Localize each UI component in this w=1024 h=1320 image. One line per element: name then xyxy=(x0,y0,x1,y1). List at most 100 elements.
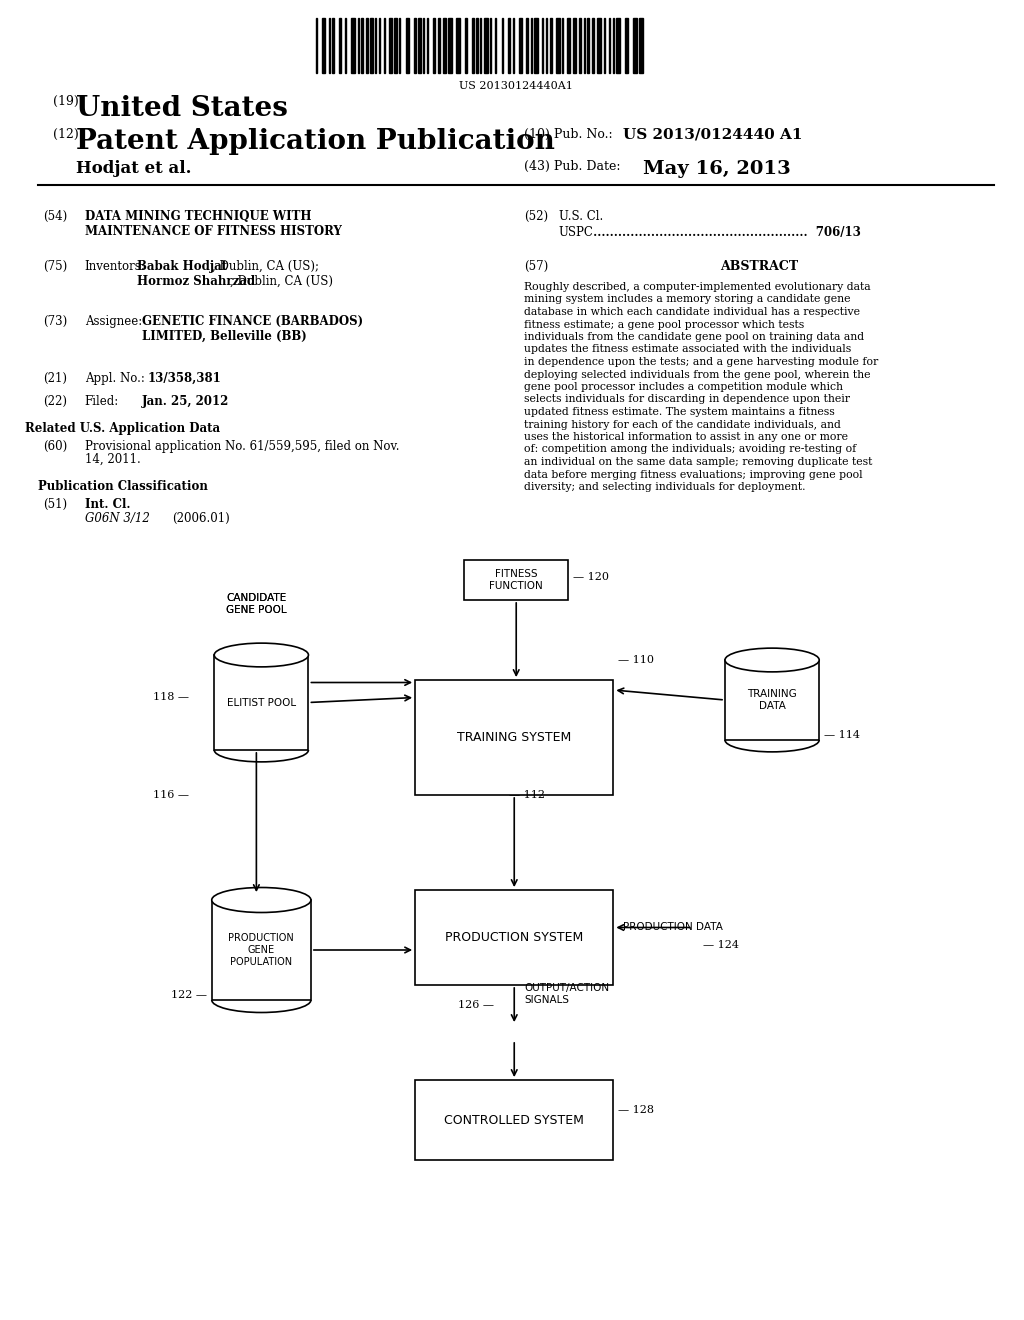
Bar xyxy=(588,18,589,73)
Text: (75): (75) xyxy=(43,260,68,273)
Bar xyxy=(415,18,416,73)
Bar xyxy=(345,18,346,73)
Text: CANDIDATE
GENE POOL: CANDIDATE GENE POOL xyxy=(226,594,287,615)
Text: Babak Hodjat: Babak Hodjat xyxy=(137,260,227,273)
Text: PRODUCTION SYSTEM: PRODUCTION SYSTEM xyxy=(445,931,584,944)
Bar xyxy=(496,18,497,73)
Text: USPC: USPC xyxy=(559,226,594,239)
Bar xyxy=(550,18,552,73)
Text: TRAINING SYSTEM: TRAINING SYSTEM xyxy=(457,731,571,744)
Bar xyxy=(351,18,355,73)
Text: — 114: — 114 xyxy=(824,730,860,741)
Text: TRAINING
DATA: TRAINING DATA xyxy=(748,689,797,710)
Text: (73): (73) xyxy=(43,315,68,327)
Bar xyxy=(214,655,308,750)
Bar xyxy=(604,18,605,73)
Bar xyxy=(480,18,481,73)
Text: (57): (57) xyxy=(524,260,549,273)
Text: updated fitness estimate. The system maintains a fitness: updated fitness estimate. The system mai… xyxy=(524,407,835,417)
Text: , Dublin, CA (US);: , Dublin, CA (US); xyxy=(212,260,318,273)
Text: database in which each candidate individual has a respective: database in which each candidate individ… xyxy=(524,308,860,317)
Text: (22): (22) xyxy=(43,395,68,408)
Bar xyxy=(612,18,614,73)
Ellipse shape xyxy=(214,643,308,667)
Text: 118 —: 118 — xyxy=(154,693,189,702)
Text: CANDIDATE
GENE POOL: CANDIDATE GENE POOL xyxy=(226,594,287,615)
Bar xyxy=(379,18,380,73)
Bar xyxy=(472,18,474,73)
Bar xyxy=(371,18,373,73)
Bar xyxy=(593,18,594,73)
Text: selects individuals for discarding in dependence upon their: selects individuals for discarding in de… xyxy=(524,395,850,404)
Bar xyxy=(633,18,637,73)
Text: 122 —: 122 — xyxy=(171,990,207,1001)
Bar xyxy=(367,18,368,73)
Text: mining system includes a memory storing a candidate gene: mining system includes a memory storing … xyxy=(524,294,851,305)
Text: PRODUCTION
GENE
POPULATION: PRODUCTION GENE POPULATION xyxy=(228,933,294,966)
Bar xyxy=(609,18,610,73)
Text: in dependence upon the tests; and a gene harvesting module for: in dependence upon the tests; and a gene… xyxy=(524,356,879,367)
Text: Jan. 25, 2012: Jan. 25, 2012 xyxy=(142,395,229,408)
Text: United States: United States xyxy=(76,95,288,121)
Bar xyxy=(415,890,613,985)
Text: (2006.01): (2006.01) xyxy=(172,512,229,525)
Text: (12): (12) xyxy=(53,128,79,141)
Ellipse shape xyxy=(212,887,311,912)
Bar xyxy=(502,18,503,73)
Text: — 128: — 128 xyxy=(618,1105,654,1115)
Bar xyxy=(626,18,628,73)
Bar xyxy=(399,18,400,73)
Text: training history for each of the candidate individuals, and: training history for each of the candida… xyxy=(524,420,841,429)
Text: 126 —: 126 — xyxy=(459,1001,495,1010)
Text: GENETIC FINANCE (BARBADOS): GENETIC FINANCE (BARBADOS) xyxy=(142,315,364,327)
Bar xyxy=(339,18,341,73)
Text: Roughly described, a computer-implemented evolutionary data: Roughly described, a computer-implemente… xyxy=(524,282,870,292)
Bar xyxy=(639,18,643,73)
Text: LIMITED, Belleville (BB): LIMITED, Belleville (BB) xyxy=(142,330,307,343)
Text: Publication Classification: Publication Classification xyxy=(38,480,208,492)
Text: (19): (19) xyxy=(53,95,79,108)
Text: CONTROLLED SYSTEM: CONTROLLED SYSTEM xyxy=(444,1114,584,1126)
Bar xyxy=(406,18,410,73)
Bar xyxy=(725,660,819,741)
Text: — 112: — 112 xyxy=(509,789,545,800)
Text: (43) Pub. Date:: (43) Pub. Date: xyxy=(524,160,621,173)
Text: Hodjat et al.: Hodjat et al. xyxy=(76,160,191,177)
Bar xyxy=(315,18,317,73)
Bar xyxy=(490,18,492,73)
Bar xyxy=(427,18,428,73)
Text: G06N 3/12: G06N 3/12 xyxy=(85,512,150,525)
Text: Filed:: Filed: xyxy=(85,395,119,408)
Bar xyxy=(508,18,510,73)
Text: Patent Application Publication: Patent Application Publication xyxy=(76,128,555,154)
Text: updates the fitness estimate associated with the individuals: updates the fitness estimate associated … xyxy=(524,345,851,355)
Bar xyxy=(389,18,391,73)
Bar xyxy=(323,18,325,73)
Text: MAINTENANCE OF FITNESS HISTORY: MAINTENANCE OF FITNESS HISTORY xyxy=(85,224,342,238)
Bar xyxy=(556,18,559,73)
Bar xyxy=(616,18,621,73)
Bar xyxy=(525,18,528,73)
Text: — 110: — 110 xyxy=(618,655,654,665)
Bar xyxy=(476,18,477,73)
Text: ABSTRACT: ABSTRACT xyxy=(720,260,799,273)
Text: of: competition among the individuals; avoiding re-testing of: of: competition among the individuals; a… xyxy=(524,445,856,454)
Text: deploying selected individuals from the gene pool, wherein the: deploying selected individuals from the … xyxy=(524,370,870,380)
Text: Assignee:: Assignee: xyxy=(85,315,142,327)
Bar xyxy=(357,18,358,73)
Bar xyxy=(579,18,581,73)
Text: (60): (60) xyxy=(43,440,68,453)
Bar xyxy=(519,18,521,73)
Text: 14, 2011.: 14, 2011. xyxy=(85,453,140,466)
Text: May 16, 2013: May 16, 2013 xyxy=(643,160,791,178)
Bar xyxy=(212,900,311,1001)
Text: ELITIST POOL: ELITIST POOL xyxy=(226,697,296,708)
Bar xyxy=(513,18,514,73)
Bar xyxy=(597,18,601,73)
Text: FITNESS
FUNCTION: FITNESS FUNCTION xyxy=(489,569,543,591)
Text: (54): (54) xyxy=(43,210,68,223)
Bar xyxy=(456,18,460,73)
Bar xyxy=(562,18,563,73)
Bar xyxy=(546,18,547,73)
Text: — 120: — 120 xyxy=(573,572,609,582)
